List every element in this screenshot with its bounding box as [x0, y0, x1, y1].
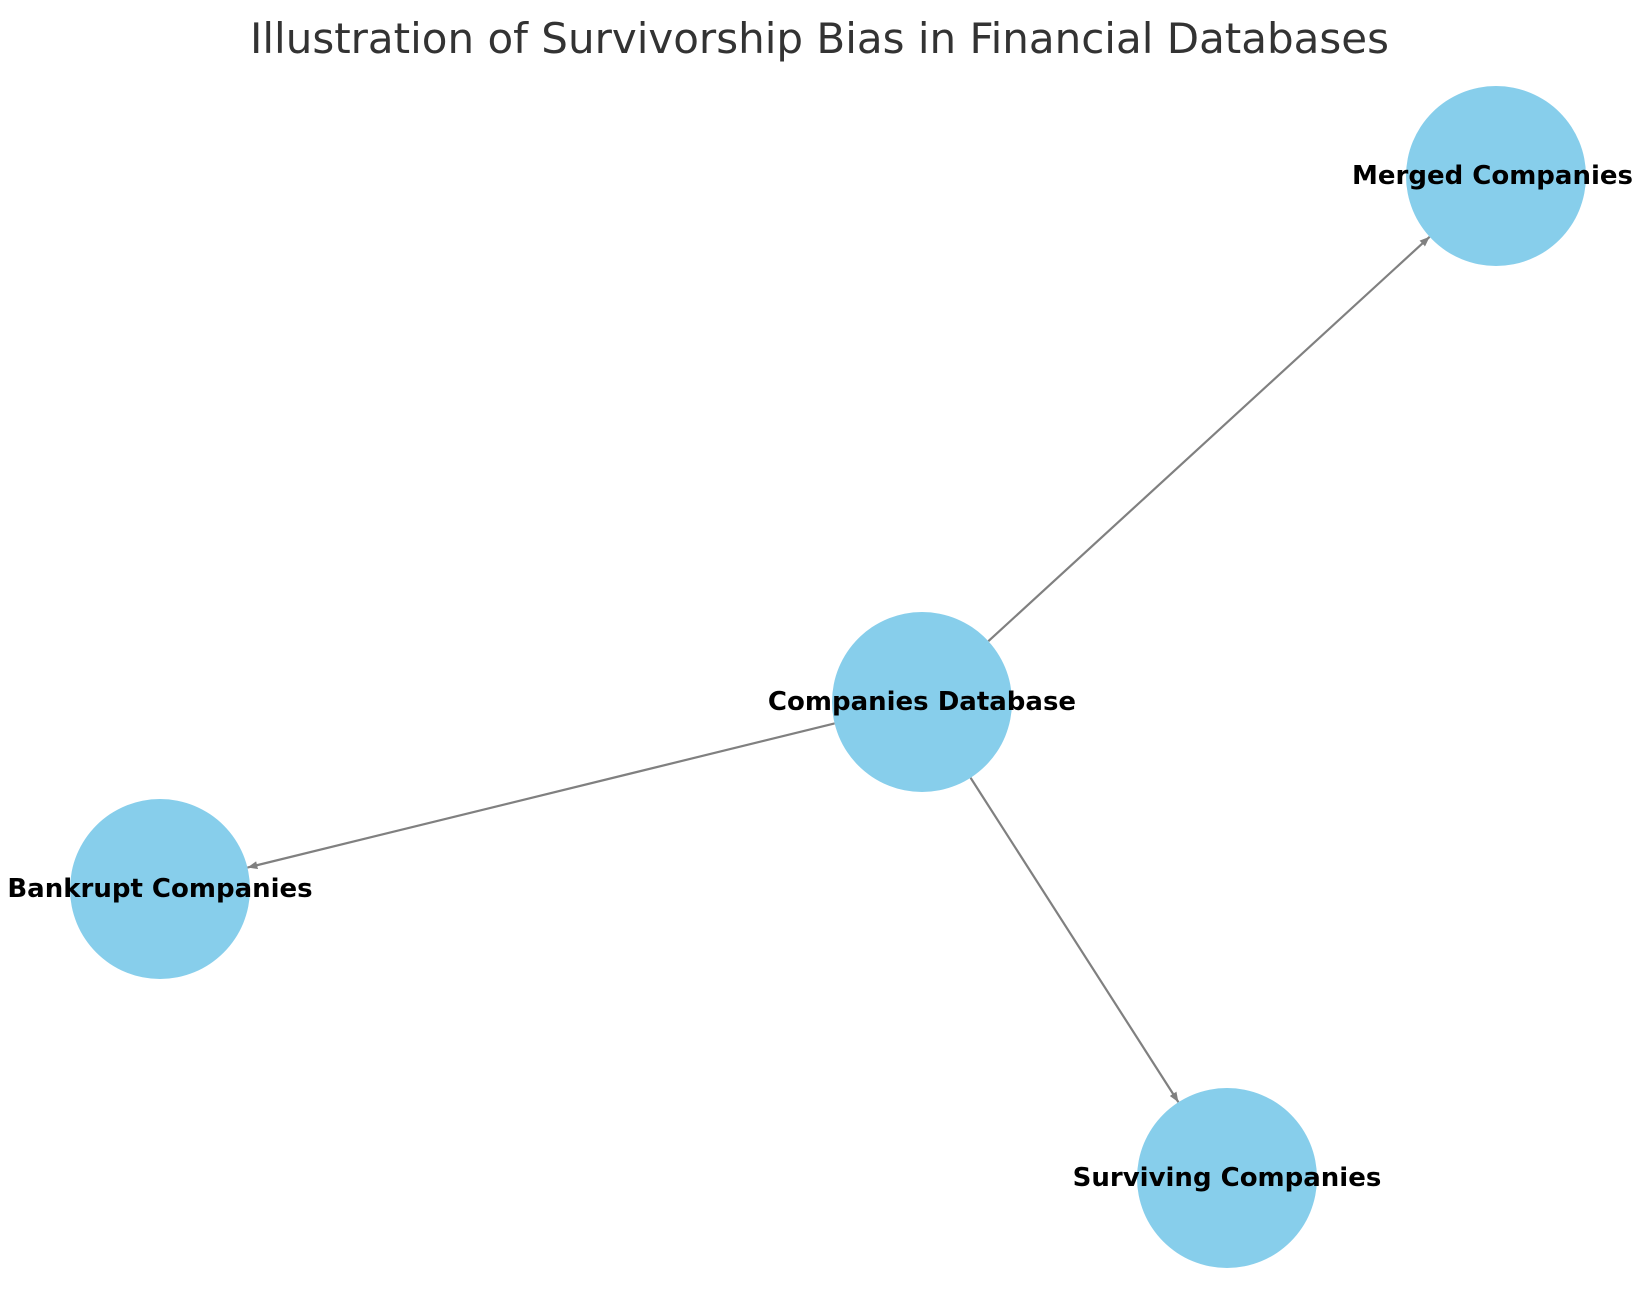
node-label-db: Companies Database [768, 687, 1076, 717]
node-circle-bankrupt [70, 799, 250, 979]
node-label-merged: Merged Companies [1352, 161, 1633, 191]
edge-db-to-bankrupt [247, 722, 835, 870]
node-label-bankrupt: Bankrupt Companies [7, 874, 312, 904]
edge-db-to-merged [987, 235, 1431, 643]
node-circle-surviving [1137, 1088, 1317, 1268]
node-merged: Merged Companies [1352, 86, 1633, 266]
node-surviving: Surviving Companies [1073, 1088, 1382, 1268]
edges-layer [247, 235, 1431, 1103]
page-title: Illustration of Survivorship Bias in Fin… [249, 14, 1390, 63]
node-label-surviving: Surviving Companies [1073, 1163, 1382, 1193]
nodes-layer: Companies Database Merged Companies Bankru… [7, 86, 1633, 1268]
edge-db-to-surviving [969, 777, 1180, 1103]
node-bankrupt: Bankrupt Companies [7, 799, 313, 979]
node-db: Companies Database [768, 612, 1076, 792]
node-circle-db [832, 612, 1012, 792]
node-circle-merged [1406, 86, 1586, 266]
